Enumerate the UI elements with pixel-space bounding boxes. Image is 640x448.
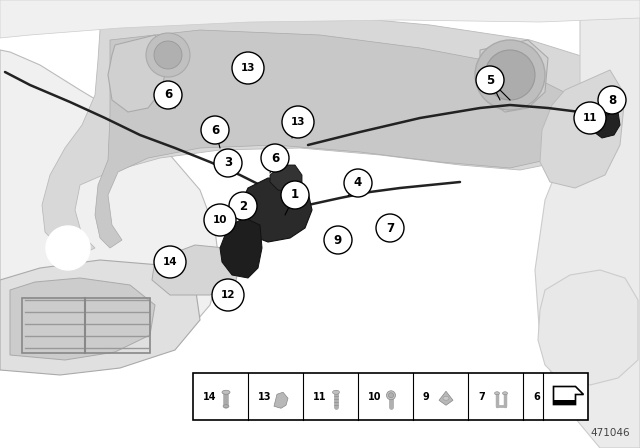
Polygon shape — [270, 165, 302, 192]
Text: 10: 10 — [368, 392, 381, 401]
Polygon shape — [540, 70, 625, 188]
Circle shape — [598, 86, 626, 114]
Text: 8: 8 — [608, 94, 616, 107]
Text: 14: 14 — [163, 257, 177, 267]
Text: 13: 13 — [291, 117, 305, 127]
Polygon shape — [10, 278, 155, 360]
Circle shape — [201, 116, 229, 144]
Polygon shape — [593, 108, 620, 138]
Polygon shape — [538, 270, 638, 385]
Ellipse shape — [502, 392, 508, 395]
Text: 12: 12 — [221, 290, 236, 300]
Circle shape — [376, 214, 404, 242]
Circle shape — [475, 40, 545, 110]
Bar — [193, 373, 588, 420]
Polygon shape — [152, 245, 240, 295]
Circle shape — [154, 41, 182, 69]
Text: 6: 6 — [533, 392, 540, 401]
Polygon shape — [42, 10, 620, 255]
Circle shape — [282, 106, 314, 138]
Text: 4: 4 — [354, 177, 362, 190]
Wedge shape — [68, 248, 81, 261]
Polygon shape — [0, 260, 200, 375]
Circle shape — [146, 33, 190, 77]
Text: 9: 9 — [423, 392, 429, 401]
Ellipse shape — [495, 392, 499, 395]
Bar — [22, 298, 150, 353]
Circle shape — [154, 246, 186, 278]
Circle shape — [154, 81, 182, 109]
Circle shape — [485, 50, 535, 100]
Circle shape — [232, 52, 264, 84]
Text: 9: 9 — [334, 233, 342, 246]
Ellipse shape — [388, 393, 394, 398]
Text: 6: 6 — [164, 89, 172, 102]
Text: 10: 10 — [212, 215, 227, 225]
Ellipse shape — [222, 390, 230, 394]
Circle shape — [214, 149, 242, 177]
Text: 6: 6 — [211, 124, 219, 137]
Circle shape — [344, 169, 372, 197]
Circle shape — [261, 144, 289, 172]
Text: 3: 3 — [224, 156, 232, 169]
Polygon shape — [480, 40, 548, 112]
Circle shape — [46, 226, 90, 270]
Polygon shape — [274, 392, 288, 408]
Text: 13: 13 — [241, 63, 255, 73]
Ellipse shape — [223, 405, 229, 408]
Text: 7: 7 — [478, 392, 484, 401]
Circle shape — [574, 102, 606, 134]
Polygon shape — [108, 35, 168, 112]
Polygon shape — [0, 0, 640, 38]
Circle shape — [204, 204, 236, 236]
Bar — [554, 401, 575, 405]
Ellipse shape — [443, 396, 449, 400]
Circle shape — [281, 181, 309, 209]
Text: 7: 7 — [386, 221, 394, 234]
Wedge shape — [55, 235, 68, 248]
Circle shape — [212, 279, 244, 311]
Text: 11: 11 — [583, 113, 597, 123]
Polygon shape — [0, 50, 220, 365]
Polygon shape — [535, 0, 640, 448]
Wedge shape — [68, 235, 81, 248]
Text: 471046: 471046 — [590, 428, 630, 438]
Polygon shape — [220, 218, 262, 278]
Text: 13: 13 — [258, 392, 271, 401]
Text: 2: 2 — [239, 199, 247, 212]
Ellipse shape — [333, 390, 339, 394]
Text: 5: 5 — [486, 73, 494, 86]
Wedge shape — [55, 248, 68, 261]
Ellipse shape — [387, 391, 396, 400]
Polygon shape — [95, 30, 575, 248]
Circle shape — [229, 192, 257, 220]
Polygon shape — [240, 178, 312, 242]
Text: 6: 6 — [271, 151, 279, 164]
Text: 14: 14 — [203, 392, 216, 401]
Text: 11: 11 — [313, 392, 326, 401]
Polygon shape — [439, 391, 453, 405]
Circle shape — [476, 66, 504, 94]
Text: 1: 1 — [291, 189, 299, 202]
Circle shape — [324, 226, 352, 254]
